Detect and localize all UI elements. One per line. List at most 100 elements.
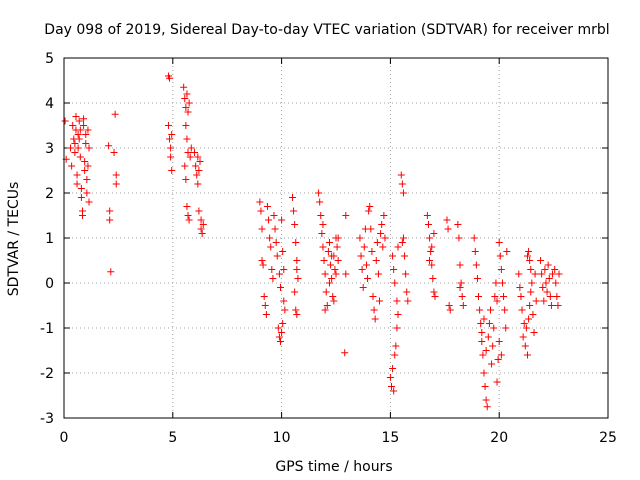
data-point	[526, 257, 534, 264]
data-point	[194, 180, 202, 188]
data-point	[479, 351, 487, 359]
data-point	[183, 90, 191, 98]
data-point	[280, 297, 288, 305]
data-point	[472, 261, 480, 269]
data-point	[194, 153, 202, 161]
data-point	[446, 306, 454, 314]
data-point	[528, 279, 536, 287]
data-point	[164, 122, 172, 129]
data-point	[521, 342, 529, 350]
data-point	[392, 342, 400, 350]
data-point	[186, 153, 194, 161]
data-point	[195, 167, 203, 174]
data-point	[391, 279, 399, 287]
data-point	[525, 248, 533, 255]
x-tick-label: 15	[381, 430, 399, 446]
data-point	[77, 194, 85, 201]
data-point	[428, 261, 436, 269]
data-point	[167, 144, 175, 152]
data-point	[394, 311, 402, 318]
data-point	[184, 149, 192, 156]
data-point	[362, 261, 370, 269]
data-point	[181, 95, 189, 102]
data-point	[367, 225, 375, 233]
data-point	[520, 320, 528, 327]
data-point	[81, 158, 89, 165]
x-tick-label: 5	[168, 430, 177, 446]
data-point	[555, 270, 563, 278]
data-point	[293, 257, 301, 264]
data-point	[319, 221, 327, 228]
data-point	[500, 293, 508, 300]
data-point	[401, 252, 409, 260]
data-point	[515, 270, 523, 278]
data-point	[389, 252, 397, 260]
data-point	[72, 113, 80, 120]
data-point	[267, 243, 275, 251]
data-point	[82, 140, 90, 147]
data-point	[167, 153, 175, 161]
data-point	[84, 126, 92, 134]
data-point	[83, 176, 91, 183]
data-point	[195, 207, 203, 215]
data-point	[493, 378, 501, 386]
data-point	[370, 306, 378, 314]
y-tick-label: -2	[40, 366, 54, 382]
data-point	[323, 302, 331, 309]
data-point	[85, 198, 93, 206]
data-point	[488, 360, 496, 368]
data-point	[360, 243, 368, 251]
data-point	[269, 275, 277, 282]
data-point	[277, 284, 285, 291]
data-point	[381, 234, 389, 242]
data-point	[74, 131, 82, 138]
data-point	[369, 293, 377, 300]
data-point	[386, 374, 394, 381]
data-point	[455, 234, 463, 242]
data-point	[377, 230, 385, 237]
data-point	[328, 252, 336, 260]
data-point	[546, 293, 554, 300]
data-point	[292, 306, 300, 314]
data-point	[549, 270, 557, 278]
data-point	[259, 261, 267, 269]
data-point	[278, 329, 286, 336]
data-point	[80, 122, 88, 129]
data-point	[368, 248, 376, 255]
data-point	[541, 266, 549, 273]
data-point	[193, 171, 201, 179]
data-point	[480, 369, 488, 377]
data-point	[428, 243, 436, 251]
data-point	[471, 248, 479, 255]
data-point	[490, 324, 498, 332]
data-point	[478, 338, 486, 345]
data-point	[329, 293, 337, 300]
data-point	[552, 279, 560, 287]
data-point	[71, 140, 79, 147]
data-point	[262, 311, 270, 318]
data-point	[478, 329, 486, 336]
data-point	[342, 270, 350, 278]
data-point	[543, 288, 551, 296]
data-point	[429, 275, 437, 282]
data-point	[374, 270, 382, 278]
data-point	[183, 203, 191, 210]
data-point	[404, 297, 412, 305]
data-point	[85, 144, 93, 152]
x-tick-label: 0	[60, 430, 69, 446]
data-point	[73, 171, 81, 179]
data-point	[393, 297, 401, 305]
data-point	[539, 284, 547, 291]
data-point	[184, 212, 192, 219]
y-tick-label: -3	[40, 411, 54, 427]
data-point	[527, 266, 535, 273]
x-axis-title: GPS time / hours	[275, 459, 392, 475]
data-point	[277, 338, 285, 345]
data-point	[454, 221, 462, 228]
data-point	[196, 158, 204, 165]
data-point	[497, 351, 505, 359]
data-point	[532, 297, 540, 305]
data-point	[423, 212, 431, 219]
data-point	[426, 234, 434, 242]
data-point	[84, 162, 92, 170]
